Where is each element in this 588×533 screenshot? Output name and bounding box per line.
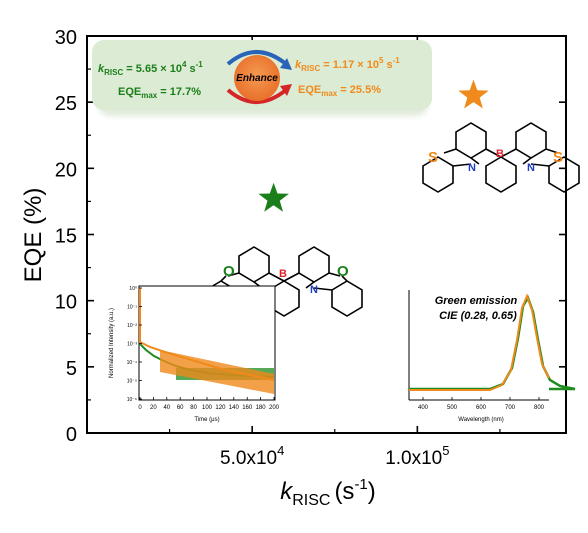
decay-x-tick-label: 60 [177,405,184,411]
inset-decay-ylabel: Normalized Intensity (a.u.) [109,308,115,378]
blue-arc-arrow [226,50,288,66]
enhance-circle [234,55,280,101]
y-axis: 0 5 10 15 20 25 30 [55,27,566,446]
banner-right-eqe: EQEmax = 25.5% [298,84,381,98]
rate-comparison-banner: kRISC = 5.65 × 104 s-1 EQEmax = 17.7% En… [92,40,432,116]
molecule-orange-sulfur-left: S [428,149,438,166]
decay-y-tick-label: 10⁻⁴ [127,360,137,366]
x-axis: 5.0x104 1.0x105 [168,36,501,469]
decay-x-tick-label: 0 [138,405,142,411]
y-tick-label: 25 [55,93,77,115]
decay-y-tick-label: 10⁻² [127,323,137,329]
data-point-green-star [258,182,289,212]
decay-x-tick-label: 200 [269,405,280,411]
y-tick-label: 0 [66,424,77,446]
decay-noise-orange [160,350,274,394]
banner-left-eqe: EQEmax = 17.7% [118,86,201,100]
decay-x-tick-label: 100 [202,405,213,411]
spectrum-x-tick-label: 600 [476,405,487,411]
molecule-green-nitrogen-right: N [310,284,318,296]
decay-y-tick-label: 10⁻⁵ [127,379,137,385]
spectrum-x-tick-label: 800 [534,405,545,411]
spectrum-x-tick-label: 400 [418,405,429,411]
x-tick-label: 5.0x104 [220,443,284,469]
decay-x-tick-label: 120 [215,405,226,411]
decay-y-tick-label: 10⁻³ [127,342,137,348]
y-tick-label: 30 [55,27,77,49]
x-axis-label: kRISC (s-1) [280,476,376,509]
inset-spectrum-title1: Green emission [435,295,518,307]
molecule-green-oxygen-left: O [223,263,235,280]
spectrum-x-tick-label: 500 [447,405,458,411]
enhance-label: Enhance [236,73,278,84]
inset-spectrum-title2: CIE (0.28, 0.65) [439,310,517,322]
y-axis-label: EQE (%) [20,188,47,283]
decay-x-tick-label: 80 [190,405,197,411]
y-tick-label: 5 [66,358,77,380]
y-tick-label: 10 [55,292,77,314]
molecule-green-boron: B [279,268,287,280]
decay-x-tick-label: 20 [150,405,157,411]
decay-x-tick-label: 180 [256,405,267,411]
molecule-green-oxygen-right: O [337,263,349,280]
inset-decay-xlabel: Time (μs) [194,417,219,423]
decay-x-tick-label: 40 [163,405,170,411]
banner-right-krisc: kRISC = 1.17 × 105 s-1 [295,56,400,73]
red-arrow-head [280,84,292,96]
molecule-orange-boron: B [496,148,504,160]
decay-x-tick-label: 160 [242,405,253,411]
molecule-orange-structure [422,122,580,193]
molecule-orange-sulfur-right: S [553,149,563,166]
inset-spectrum-plot: Green emission CIE (0.28, 0.65) 400 500 60… [408,290,576,423]
decay-y-tick-label: 10⁻⁶ [127,397,137,403]
spectrum-curve-orange [409,293,550,391]
decay-y-tick-label: 10⁰ [129,286,137,292]
molecule-orange-nitrogen-right: N [527,162,535,174]
blue-arrow-head [280,58,292,70]
banner-left-krisc: kRISC = 5.65 × 104 s-1 [98,60,203,77]
x-tick-label: 1.0x105 [385,443,449,469]
inset-spectrum-xlabel: Wavelength (nm) [458,417,503,423]
data-point-orange-star [458,79,489,109]
y-tick-label: 15 [55,226,77,248]
inset-decay-plot: Normalized Intensity (a.u.) 10⁰ 10⁻¹ 10⁻² 1… [109,285,280,423]
data-points [258,79,489,212]
red-arc-arrow [226,88,288,104]
molecule-orange-nitrogen-left: N [468,162,476,174]
decay-y-tick-label: 10⁻¹ [127,305,137,311]
decay-x-tick-label: 140 [229,405,240,411]
spectrum-x-tick-label: 700 [505,405,516,411]
y-tick-label: 20 [55,159,77,181]
